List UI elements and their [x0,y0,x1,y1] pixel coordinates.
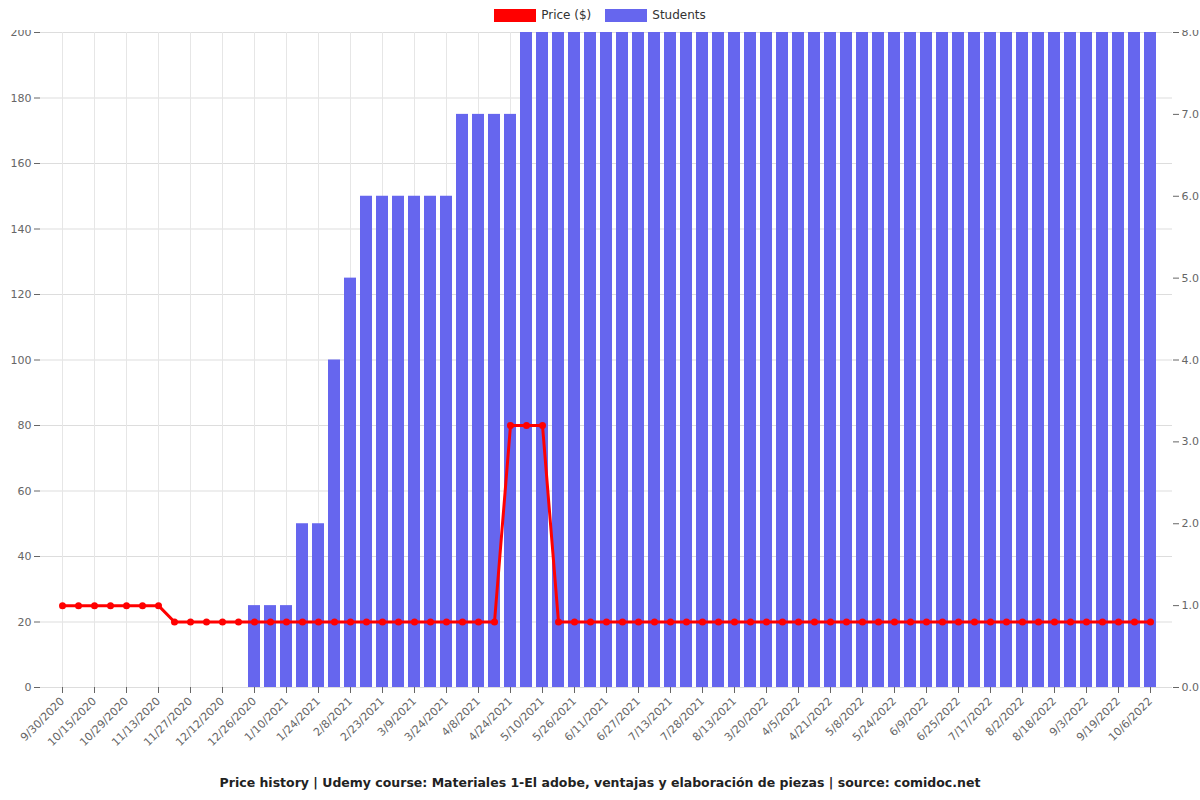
svg-text:5/24/2022: 5/24/2022 [850,695,899,744]
svg-text:1/24/2021: 1/24/2021 [274,695,323,744]
svg-text:5/10/2021: 5/10/2021 [498,694,548,744]
svg-text:12/26/2020: 12/26/2020 [205,694,260,749]
svg-text:10/6/2022: 10/6/2022 [1106,695,1155,744]
svg-text:8/18/2022: 8/18/2022 [1010,695,1059,744]
svg-text:2/23/2021: 2/23/2021 [338,695,387,744]
svg-text:3/9/2021: 3/9/2021 [375,694,420,739]
svg-text:140: 140 [11,223,32,236]
svg-text:20: 20 [18,616,32,629]
svg-text:3/20/2022: 3/20/2022 [722,695,771,744]
svg-text:6/27/2021: 6/27/2021 [594,694,644,744]
svg-text:80: 80 [18,419,32,432]
svg-text:11/27/2020: 11/27/2020 [141,694,196,749]
svg-text:9/30/2020: 9/30/2020 [18,694,68,744]
svg-text:60: 60 [18,485,32,498]
svg-text:8/13/2021: 8/13/2021 [690,694,740,744]
svg-text:11/13/2020: 11/13/2020 [109,694,164,749]
svg-text:2/8/2021: 2/8/2021 [311,694,356,739]
svg-text:4/8/2021: 4/8/2021 [439,694,484,739]
svg-text:160: 160 [11,157,32,170]
svg-text:5.0: 5.0 [1182,272,1200,285]
svg-text:6/9/2022: 6/9/2022 [887,694,932,739]
svg-text:6/11/2021: 6/11/2021 [562,694,612,744]
svg-text:12/12/2020: 12/12/2020 [173,694,228,749]
svg-text:0.0: 0.0 [1182,681,1200,694]
svg-text:100: 100 [11,354,32,367]
svg-text:0: 0 [25,681,32,694]
svg-text:1/10/2021: 1/10/2021 [242,694,292,744]
svg-text:8.0: 8.0 [1182,30,1200,39]
svg-text:3/24/2021: 3/24/2021 [402,695,451,744]
svg-text:9/19/2022: 9/19/2022 [1074,694,1124,744]
html-text:Price ($): Price ($) [541,8,592,22]
svg-text:5/8/2022: 5/8/2022 [823,694,868,739]
svg-text:4/5/2022: 4/5/2022 [759,694,804,739]
svg-text:4/21/2022: 4/21/2022 [786,695,835,744]
svg-text:4/24/2021: 4/24/2021 [466,694,516,744]
svg-text:7/13/2021: 7/13/2021 [626,694,676,744]
svg-text:7/28/2021: 7/28/2021 [658,694,708,744]
svg-text:10/15/2020: 10/15/2020 [45,694,100,749]
svg-text:120: 120 [11,288,32,301]
svg-text:1.0: 1.0 [1182,599,1200,612]
svg-text:3.0: 3.0 [1182,435,1200,448]
html-text:Price history | Udemy course:: Price history | Udemy course: Materiales… [219,775,981,790]
svg-text:5/26/2021: 5/26/2021 [530,694,580,744]
svg-text:6/25/2022: 6/25/2022 [914,694,964,744]
svg-text:6.0: 6.0 [1182,190,1200,203]
svg-text:2.0: 2.0 [1182,517,1200,530]
svg-text:10/29/2020: 10/29/2020 [77,694,132,749]
html-text:Students: Students [652,8,706,22]
svg-text:200: 200 [11,30,32,39]
svg-text:7/17/2022: 7/17/2022 [946,695,995,744]
svg-text:180: 180 [11,92,32,105]
svg-text:8/2/2022: 8/2/2022 [983,694,1028,739]
svg-text:40: 40 [18,550,32,563]
svg-text:4.0: 4.0 [1182,354,1200,367]
svg-text:7.0: 7.0 [1182,108,1200,121]
svg-text:9/3/2022: 9/3/2022 [1047,694,1092,739]
